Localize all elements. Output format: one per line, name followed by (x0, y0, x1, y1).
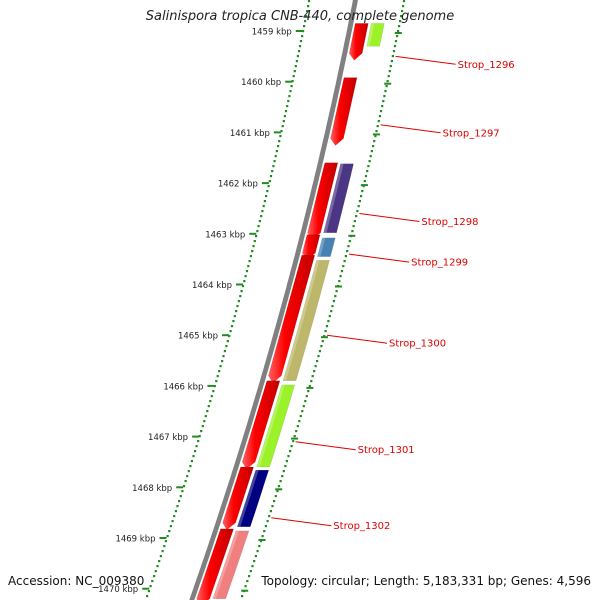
gene-highlight (317, 237, 326, 257)
map-title: Salinispora tropica CNB-440, complete ge… (145, 9, 455, 24)
scale-line-left (146, 0, 311, 598)
gene-label: Strop_1296 (458, 60, 515, 71)
tick-label: 1462 kbp (218, 180, 258, 190)
tick-label: 1470 kbp (98, 585, 138, 595)
gene-label: Strop_1302 (333, 521, 390, 532)
gene-forward_8 (196, 528, 234, 600)
gene-Strop_1296 (366, 23, 385, 47)
tick-label: 1467 kbp (148, 433, 188, 443)
leader-line (359, 213, 420, 222)
leader-line (380, 124, 441, 134)
tick-label: 1466 kbp (163, 382, 203, 392)
leader-line (349, 253, 410, 263)
gene-Strop_1299 (317, 237, 336, 257)
gene-label: Strop_1300 (389, 339, 446, 350)
leader-line (395, 55, 456, 65)
gene-forward_6 (241, 380, 281, 470)
gene-highlight (323, 163, 344, 233)
gene-highlight (366, 23, 375, 47)
tick-label: 1464 kbp (192, 281, 232, 291)
tick-label: 1465 kbp (178, 332, 218, 342)
gene-forward_1 (348, 23, 369, 61)
tick-label: 1460 kbp (241, 78, 281, 88)
gene-highlight (237, 470, 259, 527)
leader-line (271, 517, 332, 527)
leader-line (295, 441, 356, 451)
tick-label: 1459 kbp (252, 28, 292, 38)
gene-forward_5 (268, 254, 316, 384)
gene-Strop_1302 (236, 469, 270, 528)
genome-summary-text: Topology: circular; Length: 5,183,331 bp… (261, 574, 591, 588)
gene-highlight (282, 260, 320, 381)
gene-label: Strop_1299 (411, 258, 468, 269)
gene-label: Strop_1297 (443, 128, 500, 139)
gene-forward_7 (222, 466, 254, 531)
gene-Strop_1301 (256, 384, 296, 468)
accession-text: Accession: NC_009380 (8, 574, 145, 588)
gene-highlight (212, 530, 239, 599)
gene-label: Strop_1301 (358, 445, 415, 456)
gene-forward_2 (330, 77, 358, 146)
backbone (189, 0, 358, 600)
gene-label: Strop_1298 (421, 217, 478, 228)
tick-label: 1461 kbp (230, 129, 270, 139)
gene-Strop_pink (212, 530, 250, 600)
tick-label: 1463 kbp (205, 230, 245, 240)
leader-line (326, 334, 388, 344)
tick-label: 1468 kbp (132, 484, 172, 494)
gene-Strop_1300 (282, 259, 330, 382)
scale-line-right (241, 0, 406, 598)
tick-label: 1469 kbp (115, 535, 155, 545)
gene-Strop_1298 (323, 163, 354, 234)
gene-highlight (256, 384, 285, 467)
